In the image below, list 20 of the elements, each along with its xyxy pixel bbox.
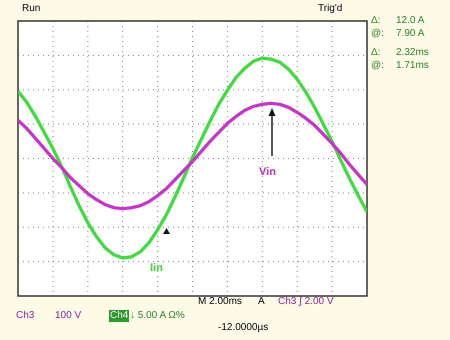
text: 1.71ms	[396, 60, 429, 72]
text: Ch4	[109, 310, 130, 322]
text: 7.90 A	[396, 28, 424, 40]
text: Ch3	[16, 310, 34, 322]
text: @:	[371, 60, 384, 72]
text: ↓ 5.00 A Ω%	[130, 310, 185, 322]
text: Ch3 ∫ 2.00 V	[278, 296, 334, 308]
text: Δ:	[371, 47, 380, 59]
text: -12.0000µs	[218, 322, 268, 334]
text: Trig'd	[318, 3, 342, 15]
text: Run	[22, 3, 40, 15]
text: A	[258, 296, 265, 308]
text: 100 V	[55, 310, 82, 322]
text: Vin	[259, 166, 276, 178]
text: @:	[371, 28, 384, 40]
text: 12.0 A	[396, 15, 424, 27]
text: 2.32ms	[396, 47, 429, 59]
series-label: Iin	[150, 262, 163, 274]
text: Δ:	[371, 15, 380, 27]
text: M 2.00ms	[198, 296, 242, 308]
